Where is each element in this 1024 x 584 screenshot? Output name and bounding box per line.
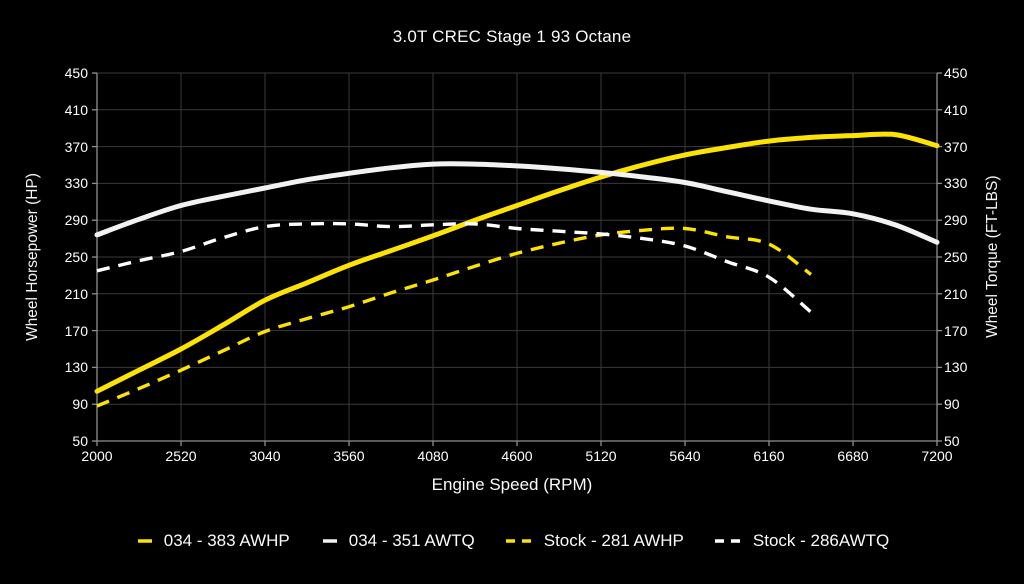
y-tick-label-right: 250 bbox=[944, 249, 968, 265]
y-tick-label-right: 370 bbox=[944, 138, 968, 155]
legend-swatch-icon bbox=[714, 539, 743, 543]
y-tick-label-right: 210 bbox=[944, 285, 968, 302]
x-tick-label: 6680 bbox=[837, 448, 869, 464]
x-tick-label: 4080 bbox=[417, 448, 449, 464]
series-line-0 bbox=[94, 131, 940, 394]
y-tick-label-right: 50 bbox=[944, 433, 960, 449]
y-tick-label-right: 290 bbox=[944, 212, 968, 229]
legend-label: Stock - 281 AWHP bbox=[543, 531, 684, 550]
legend-item: Stock - 286AWTQ bbox=[714, 531, 889, 551]
legend: 034 - 383 AWHP 034 - 351 AWTQ Stock - 281 … bbox=[0, 531, 1024, 551]
y-tick-label-left: 410 bbox=[64, 101, 88, 118]
y-tick-label-left: 50 bbox=[72, 433, 88, 449]
y-tick-label-right: 450 bbox=[944, 65, 968, 81]
y-tick-label-left: 450 bbox=[64, 65, 88, 81]
y-tick-label-left: 90 bbox=[72, 396, 88, 413]
legend-item: 034 - 351 AWTQ bbox=[320, 531, 475, 551]
y-tick-label-right: 330 bbox=[944, 175, 968, 192]
x-tick-label: 2000 bbox=[81, 448, 113, 464]
chart-title: 3.0T CREC Stage 1 93 Octane bbox=[392, 27, 632, 46]
y-tick-label-right: 410 bbox=[944, 101, 968, 118]
y-tick-label-left: 290 bbox=[64, 212, 88, 229]
legend-label: Stock - 286AWTQ bbox=[752, 531, 890, 550]
legend-swatch-icon bbox=[505, 539, 534, 543]
x-tick-label: 4600 bbox=[501, 448, 533, 464]
plot-area bbox=[92, 72, 942, 446]
y-tick-label-left: 170 bbox=[64, 322, 88, 339]
x-axis-label: Engine Speed (RPM) bbox=[431, 475, 593, 494]
x-tick-label: 3560 bbox=[333, 448, 365, 464]
y-tick-label-right: 90 bbox=[944, 396, 960, 413]
x-tick-label: 7200 bbox=[921, 448, 953, 464]
legend-swatch-icon bbox=[322, 539, 337, 543]
y-tick-label-right: 170 bbox=[944, 322, 968, 339]
series-line-2 bbox=[96, 226, 813, 408]
x-tick-label: 2520 bbox=[165, 448, 197, 464]
legend-item: Stock - 281 AWHP bbox=[505, 531, 684, 551]
x-tick-label: 5120 bbox=[585, 448, 617, 464]
y-tick-label-left: 130 bbox=[64, 359, 88, 376]
legend-swatch-icon bbox=[137, 539, 152, 543]
legend-item: 034 - 383 AWHP bbox=[135, 531, 290, 551]
gridlines bbox=[96, 72, 938, 442]
x-tick-label: 5640 bbox=[669, 448, 701, 464]
series-line-1 bbox=[94, 161, 940, 245]
legend-label: 034 - 351 AWTQ bbox=[348, 531, 475, 550]
legend-label: 034 - 383 AWHP bbox=[163, 531, 290, 550]
series-line-3 bbox=[96, 221, 813, 314]
y-tick-label-left: 210 bbox=[64, 285, 88, 302]
x-tick-label: 6160 bbox=[753, 448, 785, 464]
y-tick-label-right: 130 bbox=[944, 359, 968, 376]
x-tick-label: 3040 bbox=[249, 448, 281, 464]
y-tick-label-left: 250 bbox=[64, 249, 88, 265]
y-tick-label-left: 330 bbox=[64, 175, 88, 192]
y-tick-label-left: 370 bbox=[64, 138, 88, 155]
axis-frame bbox=[92, 72, 942, 446]
